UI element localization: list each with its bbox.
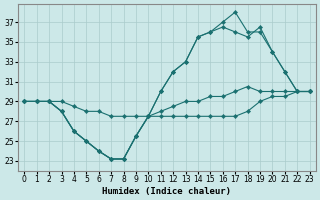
X-axis label: Humidex (Indice chaleur): Humidex (Indice chaleur) — [102, 187, 231, 196]
